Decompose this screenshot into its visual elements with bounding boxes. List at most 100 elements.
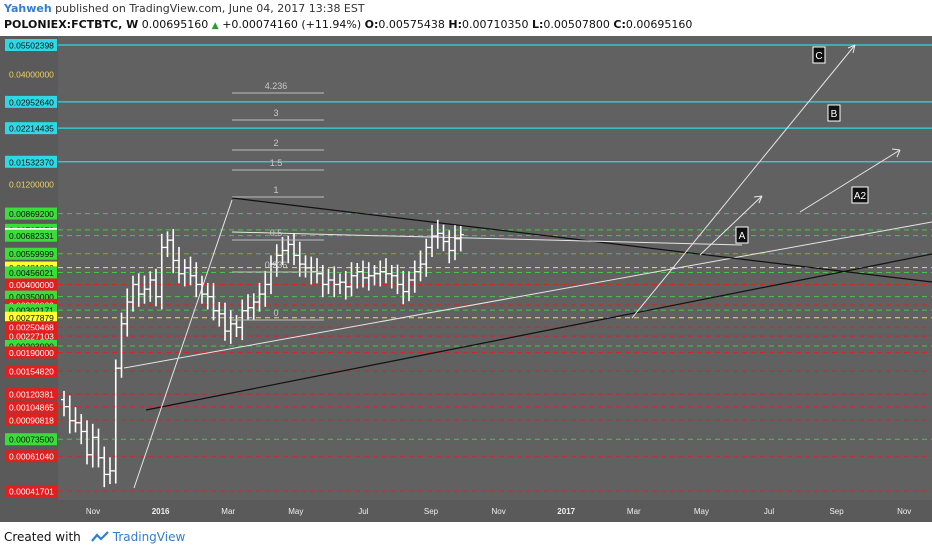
low-label: L: [531,18,544,31]
price-label-box [5,330,57,343]
price-label: 0.00559999 [9,249,54,259]
trend-line [799,149,901,213]
time-labels: Nov 2016 Mar May Jul Sep Nov 2017 Mar May Jul Sep No… [86,507,911,516]
price-label-box [5,39,57,51]
fib-label: 0 [273,308,278,318]
price-label-box [5,122,57,135]
time-label: Mar [627,507,641,516]
price-label: 0.00302171 [9,306,54,316]
fib-label: 1.5 [270,158,283,168]
close-label: C: [613,18,626,31]
publish-info: Yahweh published on TradingView.com, Jun… [4,2,365,15]
price-label-box [5,485,57,497]
price-label-box [5,247,57,260]
price-label-box [5,155,57,168]
price-label: 0.00227103 [9,332,54,342]
tradingview-logo-icon[interactable] [90,531,109,543]
wave-label-box [851,186,869,204]
time-label: Nov [86,507,100,516]
price-label-box [5,388,57,401]
price-label: 0.01200000 [9,180,54,190]
fib-label: 4.236 [265,81,288,91]
price-label: 0.00073500 [9,435,54,445]
time-label: May [694,507,709,516]
wave-label: A [739,231,746,242]
wave-label: B [831,109,838,120]
price-label: 0.01532370 [9,157,54,167]
price-label: 0.00090818 [9,415,54,425]
trend-line [231,231,743,246]
price-label-box [5,346,57,359]
time-label: Jul [358,507,368,516]
low-value: 0.00507800 [543,18,610,31]
created-with-text: Created with [4,530,81,544]
price-label: 0.00104865 [9,402,54,412]
wave-label-box [812,46,826,64]
price-label: 0.00682331 [9,231,54,241]
price-labels: 0.05502398 0.04000000 0.02952640 0.02214435… [5,39,57,497]
time-label: 2016 [152,507,170,516]
price-label: 0.00120381 [9,390,54,400]
price-label: 0.02214435 [9,124,54,134]
trend-line [231,197,932,283]
wave-label-box [827,104,841,122]
symbol-name: POLONIEX:FCTBTC, W [4,18,139,31]
price-change: +0.00074160 (+11.94%) [222,18,362,31]
published-text: published on TradingView.com, June 04, 2… [55,2,365,15]
last-price: 0.00695160 [141,18,209,31]
time-axis[interactable] [0,500,932,522]
tradingview-brand[interactable]: TradingView [112,530,186,544]
price-label-box [5,207,57,220]
price-label-box [5,266,57,279]
price-bars [61,219,464,488]
price-label-box [5,311,57,324]
arrow-head [891,148,901,158]
wave-labels: C B A2 A [735,46,869,244]
wave-label: A2 [854,191,867,202]
price-label-box [5,229,57,242]
fib-label: 1 [273,185,278,195]
trend-line [145,253,932,411]
price-label-box [5,413,57,426]
fib-label: 3 [273,108,278,118]
fib-label: 0.5 [270,228,283,238]
price-label-box [5,450,57,463]
price-label: 0.02952640 [9,97,54,107]
price-label: 0.00041701 [9,487,54,497]
time-label: Jul [764,507,774,516]
time-label: Mar [221,507,235,516]
trend-line [123,221,932,369]
fib-label: 0.236 [265,260,288,270]
open-value: 0.00575438 [378,18,445,31]
footer: Created with TradingView [4,527,185,547]
high-value: 0.00710350 [461,18,529,31]
author-name[interactable]: Yahweh [4,2,52,15]
time-label: 2017 [557,507,575,516]
price-label: 0.00154820 [9,367,54,377]
wave-label: C [815,51,822,62]
close-value: 0.00695160 [625,18,693,31]
symbol-info: POLONIEX:FCTBTC, W 0.00695160 ▲ +0.00074… [4,18,692,31]
price-label: 0.00277879 [9,313,54,323]
price-label-box [5,95,57,108]
trend-line [631,44,856,319]
price-label: 0.00250468 [9,323,54,333]
time-label: Nov [491,507,505,516]
horizontal-levels [58,44,932,492]
wave-label-box [735,226,749,244]
time-label: Sep [424,507,439,516]
arrow-head [847,44,856,54]
open-label: O: [364,18,379,31]
fib-label: 2 [273,138,278,148]
price-label-box [5,433,57,446]
price-label: 0.00350000 [9,292,54,302]
price-label: 0.00869200 [9,209,54,219]
trend-line [699,195,763,256]
time-label: May [288,507,303,516]
trend-line [133,199,233,489]
up-arrow-icon: ▲ [211,21,219,31]
price-label-box [5,365,57,378]
price-label: 0.00061040 [9,452,54,462]
fib-labels: 4.236 3 2 1.5 1 0.5 0.236 0 [232,81,324,321]
